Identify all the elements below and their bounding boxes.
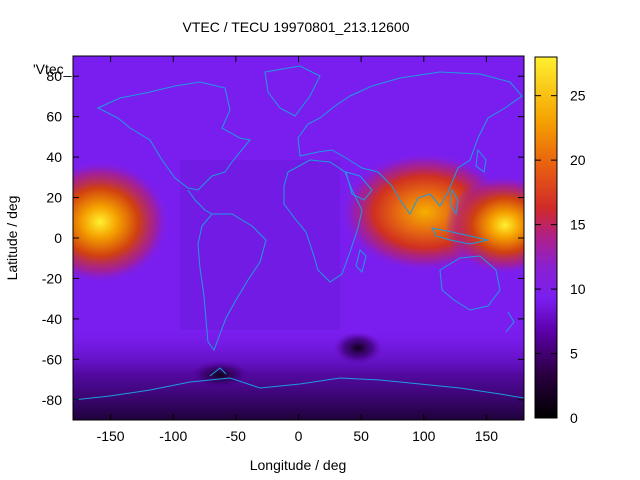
colorbar-tick-label: 5 bbox=[570, 346, 578, 362]
heatmap-dark-spot bbox=[334, 332, 382, 364]
y-tick-label: -40 bbox=[42, 311, 62, 327]
colorbar-tick-label: 10 bbox=[570, 281, 586, 297]
coastline-antarctica bbox=[73, 377, 524, 401]
y-tick-label: -20 bbox=[42, 270, 62, 286]
y-tick-label: -60 bbox=[42, 351, 62, 367]
x-tick-label: 50 bbox=[353, 428, 369, 444]
y-tick-label: 80 bbox=[46, 68, 62, 84]
heatmap-mid-purple bbox=[180, 160, 340, 330]
x-tick-label: -50 bbox=[226, 428, 246, 444]
colorbar-tick-label: 20 bbox=[570, 152, 586, 168]
coastline-new-zealand bbox=[505, 311, 515, 333]
x-tick-label: 0 bbox=[295, 428, 303, 444]
series-key-label: 'Vtec_ bbox=[33, 61, 72, 77]
coastline-arabia bbox=[345, 171, 373, 201]
y-tick-label: 40 bbox=[46, 149, 62, 165]
coastline-australia bbox=[439, 255, 501, 311]
heatmap-peak-west-pacific bbox=[445, 175, 524, 275]
coastline-central-america bbox=[187, 189, 213, 215]
y-tick-label: 20 bbox=[46, 190, 62, 206]
coastline-north-america bbox=[96, 81, 251, 191]
x-axis-label: Longitude / deg bbox=[250, 457, 347, 473]
colorbar bbox=[534, 56, 558, 419]
coastline-greenland bbox=[264, 65, 321, 117]
x-tick-label: -100 bbox=[159, 428, 187, 444]
y-tick-label: 60 bbox=[46, 109, 62, 125]
colorbar-ticks: 0 5 10 15 20 25 bbox=[535, 88, 586, 426]
coastline-antarctic-peninsula bbox=[209, 367, 227, 377]
x-tick-label: 150 bbox=[475, 428, 499, 444]
x-axis: -150 -100 -50 0 50 100 150 bbox=[97, 56, 499, 444]
colorbar-tick-label: 0 bbox=[570, 410, 578, 426]
coastline-philippines bbox=[449, 188, 459, 216]
y-tick-label: -80 bbox=[42, 392, 62, 408]
x-tick-label: 100 bbox=[412, 428, 436, 444]
x-tick-label: -150 bbox=[97, 428, 125, 444]
coastline-madagascar bbox=[355, 249, 367, 273]
coastline-south-america bbox=[197, 213, 267, 352]
chart-title: VTEC / TECU 19970801_213.12600 bbox=[182, 19, 409, 35]
y-axis-label: Latitude / deg bbox=[4, 196, 20, 281]
y-tick-label: 0 bbox=[54, 230, 62, 246]
coastline-eurasia bbox=[297, 71, 523, 215]
colorbar-tick-label: 15 bbox=[570, 217, 586, 233]
coastline-africa bbox=[283, 159, 363, 283]
y-axis: -80 -60 -40 -20 0 20 40 60 80 bbox=[42, 68, 524, 408]
heatmap-field bbox=[73, 56, 524, 420]
coastline-indonesia bbox=[431, 227, 489, 245]
heatmap-peak-pacific bbox=[73, 160, 170, 284]
heatmap-south-dark-band bbox=[73, 330, 524, 420]
coastlines bbox=[73, 65, 524, 401]
coastline-japan bbox=[475, 148, 487, 173]
colorbar-tick-label: 25 bbox=[570, 88, 586, 104]
heatmap-dark-spot-2 bbox=[190, 361, 250, 389]
